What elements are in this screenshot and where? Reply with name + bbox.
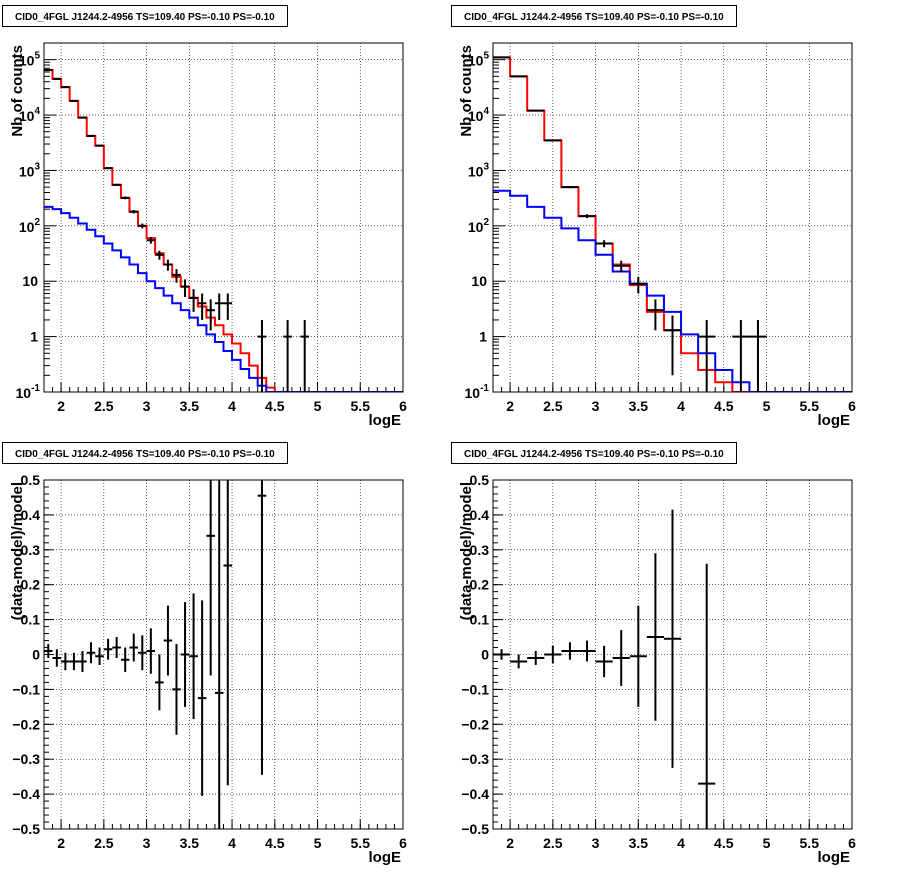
- y-tick-label: 0.4: [21, 507, 41, 523]
- x-tick-label: 5: [314, 835, 322, 851]
- y-tick-label: −0.5: [461, 821, 489, 837]
- y-tick-label: 103: [468, 161, 490, 179]
- x-tick-label: 6: [848, 398, 856, 414]
- x-tick-label: 3.5: [629, 398, 649, 414]
- x-tick-label: 5: [763, 398, 771, 414]
- y-tick-label: −0.2: [461, 716, 489, 732]
- residual-panel-left: CID0_4FGL J1244.2-4956 TS=109.40 PS=-0.1…: [0, 437, 449, 874]
- x-axis-label: logE: [369, 849, 402, 866]
- plot-frame: [492, 479, 853, 830]
- counts-panel-right: CID0_4FGL J1244.2-4956 TS=109.40 PS=-0.1…: [449, 0, 898, 437]
- y-tick-label: 10-1: [16, 383, 41, 401]
- y-tick-label: −0.1: [461, 681, 489, 697]
- x-tick-label: 2: [506, 398, 514, 414]
- y-tick-label: 1: [479, 329, 487, 345]
- x-tick-label: 5.5: [800, 398, 820, 414]
- x-tick-label: 4: [228, 398, 236, 414]
- y-tick-label: 103: [19, 161, 41, 179]
- x-axis-label: logE: [818, 849, 851, 866]
- x-tick-label: 3: [143, 398, 151, 414]
- x-tick-label: 3.5: [629, 835, 649, 851]
- x-tick-label: 4.5: [265, 835, 285, 851]
- y-tick-label: 0.4: [470, 507, 490, 523]
- x-tick-label: 2: [57, 835, 65, 851]
- y-tick-label: 0.2: [21, 577, 41, 593]
- x-tick-label: 4: [228, 835, 236, 851]
- x-tick-label: 3: [592, 835, 600, 851]
- y-tick-label: −0.1: [12, 681, 40, 697]
- y-tick-label: 104: [468, 106, 490, 124]
- y-tick-label: −0.3: [461, 751, 489, 767]
- x-tick-label: 6: [399, 835, 407, 851]
- residual-chart-right: 2 2.5 3 3.5 4 4.5 5 5.5 6 −0.5 −0.4 −0.3 −0.2 −0.1 0 0.…: [458, 472, 856, 866]
- model-background-line: [493, 189, 852, 392]
- y-tick-label: −0.4: [461, 786, 489, 802]
- panel-title: CID0_4FGL J1244.2-4956 TS=109.40 PS=-0.1…: [451, 5, 737, 27]
- residual-panel-right: CID0_4FGL J1244.2-4956 TS=109.40 PS=-0.1…: [449, 437, 898, 874]
- x-tick-label: 4: [677, 398, 685, 414]
- x-axis-label: logE: [369, 412, 402, 429]
- y-tick-label: 0: [481, 647, 489, 663]
- y-axis-label: (data-model)/model: [458, 482, 475, 620]
- x-tick-label: 4.5: [714, 835, 734, 851]
- x-tick-label: 3.5: [180, 398, 200, 414]
- y-tick-label: −0.3: [12, 751, 40, 767]
- counts-chart-left: 2 2.5 3 3.5 4 4.5 5 5.5 6 10-1 1 10 102 103 104 105 logE…: [9, 42, 407, 429]
- x-tick-label: 2: [57, 398, 65, 414]
- y-tick-label: −0.4: [12, 786, 40, 802]
- model-background-line: [44, 205, 403, 392]
- y-axis-label: Nb of counts: [9, 45, 26, 137]
- y-tick-label: 102: [19, 217, 41, 235]
- x-tick-label: 3: [592, 398, 600, 414]
- y-tick-label: 0.1: [470, 612, 490, 628]
- y-tick-label: 0.2: [470, 577, 490, 593]
- panel-title: CID0_4FGL J1244.2-4956 TS=109.40 PS=-0.1…: [451, 442, 737, 464]
- panel-title: CID0_4FGL J1244.2-4956 TS=109.40 PS=-0.1…: [2, 5, 288, 27]
- x-tick-label: 2.5: [94, 835, 114, 851]
- plot-frame: [492, 42, 853, 393]
- x-tick-label: 5: [314, 398, 322, 414]
- counts-panel-left: CID0_4FGL J1244.2-4956 TS=109.40 PS=-0.1…: [0, 0, 449, 437]
- model-total-line: [493, 56, 852, 392]
- x-tick-label: 5: [763, 835, 771, 851]
- x-axis-label: logE: [818, 412, 851, 429]
- y-tick-label: 10: [471, 273, 487, 289]
- y-tick-label: 1: [30, 329, 38, 345]
- x-tick-label: 4.5: [714, 398, 734, 414]
- x-tick-label: 6: [399, 398, 407, 414]
- y-tick-label: 0.5: [21, 472, 41, 488]
- x-tick-label: 5.5: [351, 835, 371, 851]
- y-tick-label: 102: [468, 217, 490, 235]
- y-tick-label: 0.1: [21, 612, 41, 628]
- y-tick-label: 10: [22, 273, 38, 289]
- y-tick-label: 0.5: [470, 472, 490, 488]
- y-tick-label: 105: [468, 51, 490, 69]
- y-tick-label: 105: [19, 51, 41, 69]
- panel-title: CID0_4FGL J1244.2-4956 TS=109.40 PS=-0.1…: [2, 442, 288, 464]
- y-tick-label: −0.5: [12, 821, 40, 837]
- counts-chart-right: 2 2.5 3 3.5 4 4.5 5 5.5 6 10-1 1 10 102 103 104 105 logE…: [458, 42, 856, 429]
- x-tick-label: 5.5: [351, 398, 371, 414]
- plot-frame: [43, 42, 404, 393]
- y-tick-label: 0.3: [21, 542, 41, 558]
- x-tick-label: 3: [143, 835, 151, 851]
- x-tick-label: 2.5: [94, 398, 114, 414]
- x-tick-label: 2.5: [543, 398, 563, 414]
- x-tick-label: 2.5: [543, 835, 563, 851]
- y-tick-label: 104: [19, 106, 41, 124]
- y-tick-label: 0: [32, 647, 40, 663]
- plot-frame: [43, 479, 404, 830]
- y-axis-label: Nb of counts: [458, 45, 475, 137]
- y-tick-label: 10-1: [465, 383, 490, 401]
- x-tick-label: 4.5: [265, 398, 285, 414]
- x-tick-label: 5.5: [800, 835, 820, 851]
- x-tick-label: 3.5: [180, 835, 200, 851]
- y-axis-label: (data-model)/model: [9, 482, 26, 620]
- x-tick-label: 4: [677, 835, 685, 851]
- y-tick-label: −0.2: [12, 716, 40, 732]
- residual-chart-left: 2 2.5 3 3.5 4 4.5 5 5.5 6 −0.5 −0.4 −0.3 −0.2 −0.1 0 0.…: [9, 472, 407, 866]
- x-tick-label: 6: [848, 835, 856, 851]
- x-tick-label: 2: [506, 835, 514, 851]
- y-tick-label: 0.3: [470, 542, 490, 558]
